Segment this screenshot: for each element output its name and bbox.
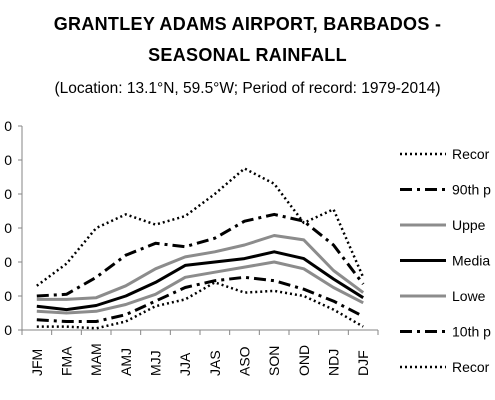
y-tick-label: 0	[4, 118, 12, 134]
series-line	[36, 275, 364, 323]
legend-label: 10th p	[452, 324, 491, 340]
legend-label: Uppe	[452, 217, 486, 233]
y-tick-label: 0	[4, 254, 12, 270]
series-line	[36, 260, 364, 315]
x-tick-label: FMA	[59, 346, 75, 376]
series-line	[36, 167, 365, 287]
y-tick-label: 0	[4, 288, 12, 304]
legend-label: 90th p	[452, 182, 491, 198]
x-tick-label: OND	[296, 345, 312, 376]
x-tick-label: AMJ	[118, 348, 134, 376]
legend-label: Recor	[452, 359, 490, 375]
x-tick-label: JAS	[207, 350, 223, 376]
series-line	[36, 212, 365, 298]
chart-subtitle: (Location: 13.1°N, 59.5°W; Period of rec…	[54, 80, 441, 97]
x-tick-label: JFM	[29, 349, 45, 376]
legend-label: Media	[452, 253, 490, 269]
y-tick-label: 0	[4, 186, 12, 202]
y-tick-label: 0	[4, 322, 12, 338]
x-tick-label: MAM	[88, 343, 104, 376]
x-tick-label: NDJ	[326, 349, 342, 376]
x-tick-label: DJF	[355, 350, 371, 376]
x-tick-label: ASO	[237, 346, 253, 376]
series-line	[36, 250, 364, 312]
x-tick-label: JJA	[177, 352, 193, 376]
chart-title-line-1: GRANTLEY ADAMS AIRPORT, BARBADOS -	[53, 14, 442, 34]
legend-label: Lowe	[452, 288, 486, 304]
series-line	[36, 281, 364, 330]
chart-title-line-2: SEASONAL RAINFALL	[148, 45, 347, 65]
x-tick-label: SON	[266, 346, 282, 376]
y-tick-label: 0	[4, 220, 12, 236]
y-tick-label: 0	[4, 152, 12, 168]
x-tick-label: MJJ	[148, 350, 164, 376]
legend-label: Recor	[452, 146, 490, 162]
series-line	[36, 234, 365, 301]
